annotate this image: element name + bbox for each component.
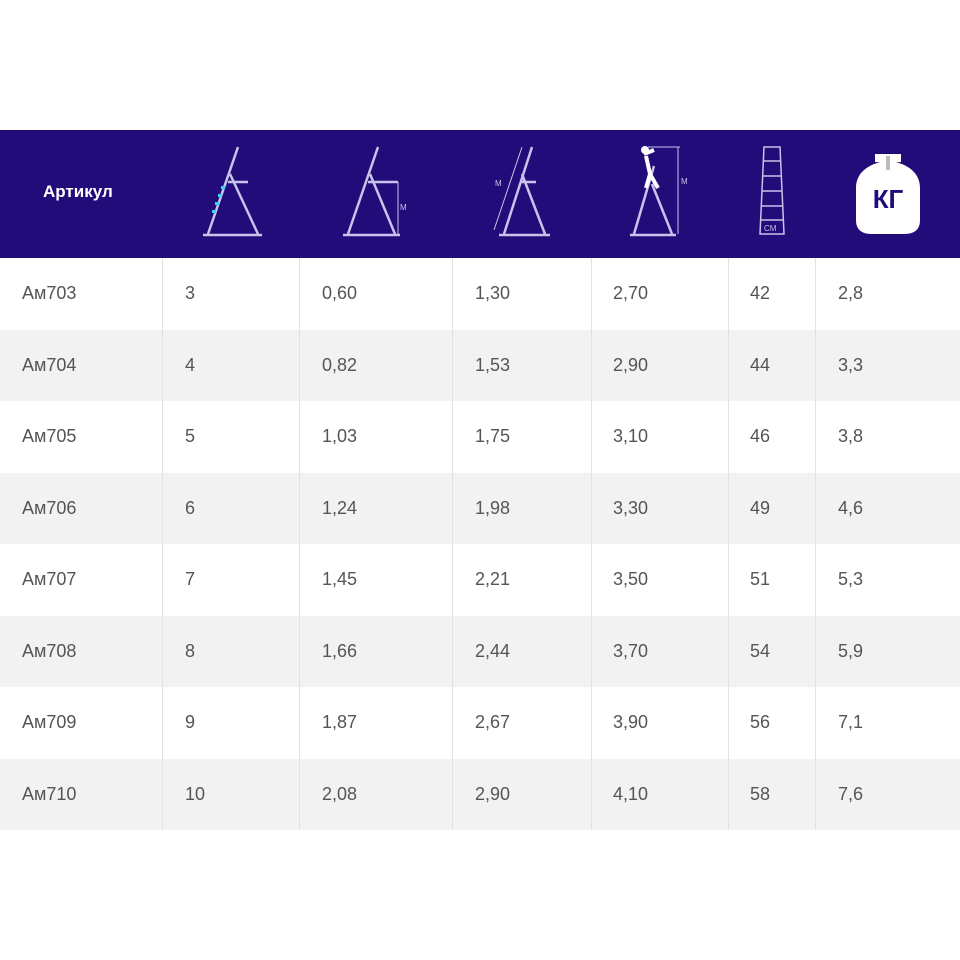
weight-cell: 5,3	[838, 569, 864, 590]
working-height-cell: 3,30	[592, 472, 729, 544]
svg-text:КГ: КГ	[873, 184, 904, 214]
svg-text:М: М	[495, 179, 502, 188]
article-cell: Ам708	[0, 615, 163, 687]
steps-cell: 7	[163, 544, 300, 616]
weight-icon: КГ	[856, 154, 920, 234]
width-icon: СМ	[759, 146, 785, 235]
working-height-icon: М	[630, 146, 688, 237]
platform-height-cell: 2,08	[300, 758, 453, 830]
table-header: Артикул М М	[0, 130, 960, 258]
ladder-length-cell: 1,30	[453, 258, 592, 330]
ladder-length-cell: 1,75	[453, 401, 592, 473]
weight-cell: 3,3	[838, 354, 864, 375]
platform-height-cell: 1,66	[300, 615, 453, 687]
width-cell: 46	[729, 401, 816, 473]
steps-cell: 10	[163, 758, 300, 830]
platform-height-cell: 1,03	[300, 401, 453, 473]
ladder-length-cell: 2,67	[453, 687, 592, 759]
article-header: Артикул	[43, 182, 113, 201]
width-cell: 51	[729, 544, 816, 616]
ladder-length-icon: М	[493, 146, 550, 237]
table-row: Ам709 9 1,87 2,67 3,90 56 7,1	[0, 687, 960, 759]
article-cell: Ам705	[0, 401, 163, 473]
article-cell: Ам706	[0, 472, 163, 544]
table-row: Ам710 10 2,08 2,90 4,10 58 7,6	[0, 758, 960, 830]
weight-cell: 5,9	[838, 640, 864, 661]
working-height-cell: 3,70	[592, 615, 729, 687]
article-cell: Ам710	[0, 758, 163, 830]
svg-text:СМ: СМ	[764, 224, 777, 233]
ladder-length-cell: 2,21	[453, 544, 592, 616]
platform-height-icon: М	[343, 146, 407, 237]
table-row: Ам704 4 0,82 1,53 2,90 44 3,3	[0, 329, 960, 401]
platform-height-cell: 1,45	[300, 544, 453, 616]
specs-table: Артикул М М	[0, 130, 960, 830]
steps-cell: 3	[163, 258, 300, 330]
working-height-cell: 2,70	[592, 258, 729, 330]
width-cell: 49	[729, 472, 816, 544]
platform-height-cell: 0,82	[300, 329, 453, 401]
svg-text:М: М	[400, 203, 407, 212]
platform-height-cell: 1,87	[300, 687, 453, 759]
steps-cell: 4	[163, 329, 300, 401]
steps-cell: 8	[163, 615, 300, 687]
svg-text:М: М	[681, 177, 688, 186]
weight-cell: 3,8	[838, 426, 864, 447]
working-height-cell: 4,10	[592, 758, 729, 830]
platform-height-cell: 0,60	[300, 258, 453, 330]
width-cell: 58	[729, 758, 816, 830]
article-cell: Ам704	[0, 329, 163, 401]
table-row: Ам703 3 0,60 1,30 2,70 42 2,8	[0, 258, 960, 330]
ladder-length-cell: 2,44	[453, 615, 592, 687]
ladder-length-cell: 2,90	[453, 758, 592, 830]
weight-cell: 7,6	[838, 783, 864, 804]
weight-cell: 7,1	[838, 712, 864, 733]
working-height-cell: 3,90	[592, 687, 729, 759]
platform-height-cell: 1,24	[300, 472, 453, 544]
width-cell: 54	[729, 615, 816, 687]
table-row: Ам706 6 1,24 1,98 3,30 49 4,6	[0, 472, 960, 544]
table-row: Ам707 7 1,45 2,21 3,50 51 5,3	[0, 544, 960, 616]
width-cell: 56	[729, 687, 816, 759]
working-height-cell: 2,90	[592, 329, 729, 401]
working-height-cell: 3,50	[592, 544, 729, 616]
article-cell: Ам707	[0, 544, 163, 616]
table-row: Ам705 5 1,03 1,75 3,10 46 3,8	[0, 401, 960, 473]
steps-cell: 6	[163, 472, 300, 544]
ladder-length-cell: 1,53	[453, 329, 592, 401]
table-row: Ам708 8 1,66 2,44 3,70 54 5,9	[0, 615, 960, 687]
weight-cell: 4,6	[838, 497, 864, 518]
steps-cell: 9	[163, 687, 300, 759]
article-cell: Ам703	[0, 258, 163, 330]
steps-cell: 5	[163, 401, 300, 473]
weight-cell: 2,8	[838, 283, 864, 304]
width-cell: 42	[729, 258, 816, 330]
article-cell: Ам709	[0, 687, 163, 759]
ladder-steps-icon	[203, 146, 262, 237]
ladder-length-cell: 1,98	[453, 472, 592, 544]
width-cell: 44	[729, 329, 816, 401]
working-height-cell: 3,10	[592, 401, 729, 473]
